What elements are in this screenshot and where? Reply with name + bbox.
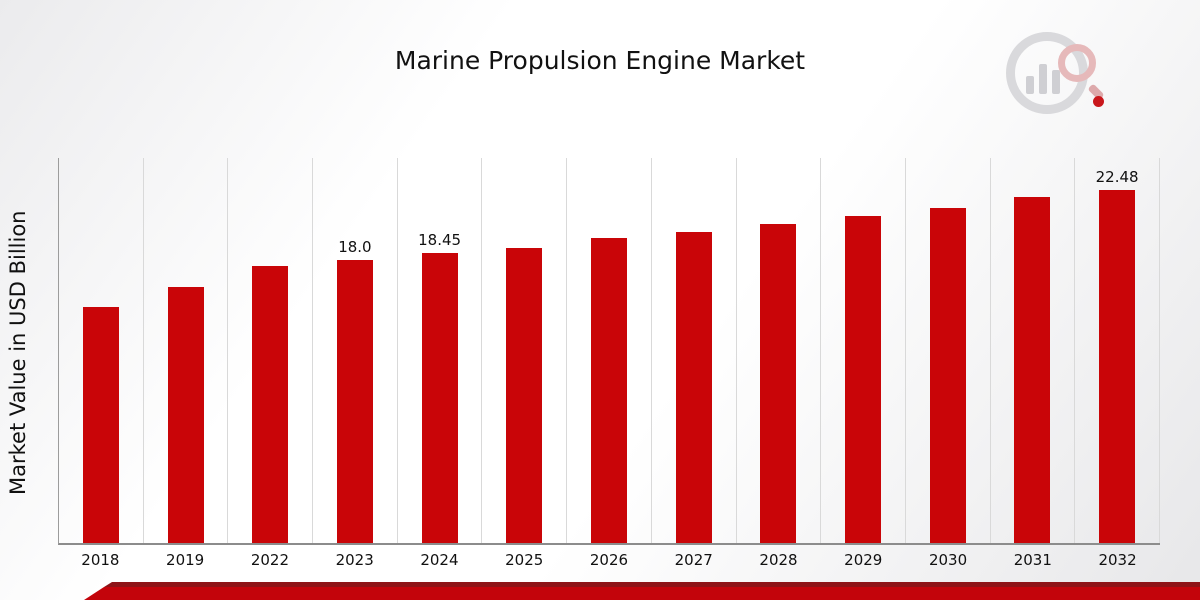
chart-column-2032: 22.48 [1075, 158, 1160, 543]
bar-2031 [1014, 197, 1051, 543]
x-tick-label-2032: 2032 [1098, 551, 1137, 569]
bar-2029 [845, 216, 882, 543]
bar-value-label-2024: 18.45 [418, 231, 462, 250]
x-tick-label-2029: 2029 [844, 551, 883, 569]
chart-column-2026 [567, 158, 652, 543]
chart-column-2028 [737, 158, 822, 543]
x-tick-label-2031: 2031 [1013, 551, 1052, 569]
bar-2022 [252, 266, 289, 543]
chart-column-2023: 18.0 [313, 158, 398, 543]
bar-2023 [336, 260, 373, 543]
bar-value-label-2032: 22.48 [1095, 167, 1139, 186]
brand-logo [1006, 32, 1105, 114]
footer-dark-stripe [104, 582, 1200, 587]
x-tick-label-2030: 2030 [928, 551, 968, 569]
x-tick-label-2019: 2019 [166, 551, 205, 569]
x-tick-label-2024: 2024 [420, 551, 459, 569]
chart-column-2031 [991, 158, 1076, 543]
bar-2018 [82, 307, 119, 543]
chart-column-2018 [59, 158, 144, 543]
chart-column-2025 [482, 158, 568, 543]
bar-2028 [760, 224, 797, 543]
bar-2027 [675, 231, 712, 543]
chart-column-2029 [821, 158, 906, 543]
x-tick-label-2023: 2023 [335, 551, 374, 569]
footer-red-ribbon [84, 587, 1200, 600]
chart-column-2022 [228, 158, 314, 543]
page-title: Marine Propulsion Engine Market [394, 46, 806, 75]
bar-2019 [167, 286, 204, 543]
x-tick-label-2025: 2025 [505, 551, 544, 569]
bar-2025 [506, 247, 543, 543]
chart-column-2024: 18.45 [398, 158, 483, 543]
y-axis-label: Market Value in USD Billion [6, 210, 30, 496]
x-tick-label-2026: 2026 [589, 551, 629, 569]
bar-value-label-2023: 18.0 [338, 238, 372, 257]
x-tick-label-2022: 2022 [250, 551, 289, 569]
magnifier-handle-dot-icon [1093, 96, 1104, 107]
magnifier-icon [1058, 44, 1096, 82]
x-tick-label-2018: 2018 [81, 551, 120, 569]
x-tick-label-2028: 2028 [759, 551, 798, 569]
bar-2032 [1099, 189, 1136, 543]
bar-2026 [590, 238, 627, 543]
bar-chart-plot: 18.0 18.45 22.48 [58, 158, 1160, 545]
chart-column-2030 [906, 158, 991, 543]
x-axis-labels: 2018 2019 2022 2023 2024 2025 2026 2027 2028 2029… [58, 551, 1160, 575]
chart-column-2019 [144, 158, 229, 543]
bar-chart-icon [1026, 64, 1060, 94]
x-tick-label-2027: 2027 [674, 551, 713, 569]
chart-column-2027 [652, 158, 737, 543]
bar-2024 [421, 253, 458, 543]
bar-2030 [929, 208, 966, 543]
